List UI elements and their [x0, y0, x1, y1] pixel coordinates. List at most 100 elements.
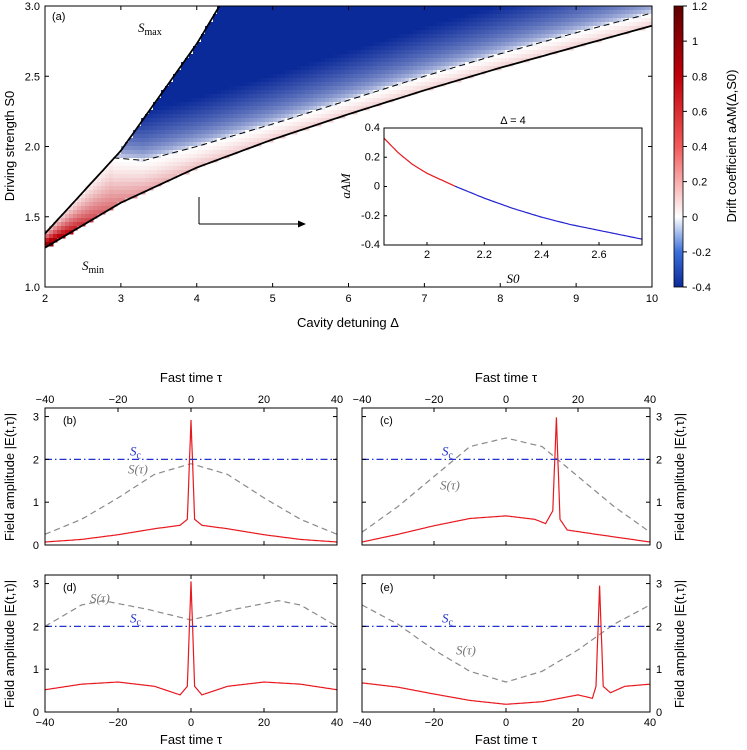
heatmap-cell [409, 50, 414, 55]
heatmap-cell [125, 190, 130, 195]
heatmap-cell [289, 6, 294, 11]
heatmap-cell [485, 58, 490, 63]
heatmap-cell [201, 82, 206, 87]
heatmap-cell [177, 82, 182, 87]
heatmap-cell [217, 114, 222, 119]
heatmap-cell [113, 190, 118, 195]
heatmap-cell [225, 110, 230, 115]
heatmap-cell [301, 58, 306, 63]
heatmap-cell [429, 62, 434, 67]
heatmap-cell [361, 54, 366, 59]
heatmap-cell [197, 102, 202, 107]
heatmap-cell [181, 86, 186, 91]
heatmap-cell [417, 6, 422, 11]
heatmap-cell [293, 6, 298, 11]
heatmap-cell [457, 70, 462, 75]
heatmap-cell [381, 66, 386, 71]
heatmap-cell [229, 138, 234, 143]
heatmap-cell [205, 114, 210, 119]
heatmap-cell [213, 78, 218, 83]
heatmap-cell [109, 182, 114, 187]
heatmap-cell [521, 18, 526, 23]
heatmap-cell [521, 22, 526, 27]
heatmap-cell [585, 10, 590, 15]
heatmap-cell [197, 78, 202, 83]
heatmap-cell [77, 202, 82, 207]
x-tick-label: 0 [188, 394, 194, 406]
heatmap-cell [257, 42, 262, 47]
heatmap-cell [117, 198, 122, 203]
heatmap-cell [265, 110, 270, 115]
heatmap-cell [465, 66, 470, 71]
heatmap-cell [565, 6, 570, 11]
s-tau-curve [45, 463, 337, 535]
heatmap-cell [217, 14, 222, 19]
heatmap-cell [309, 38, 314, 43]
heatmap-cell [649, 14, 652, 19]
heatmap-cell [449, 10, 454, 15]
heatmap-cell [601, 14, 606, 19]
heatmap-cell [345, 66, 350, 71]
heatmap-cell [333, 54, 338, 59]
heatmap-cell [61, 214, 66, 219]
heatmap-cell [573, 10, 578, 15]
smax-label: Smax [138, 20, 162, 38]
heatmap-cell [217, 146, 222, 151]
heatmap-cell [381, 38, 386, 43]
heatmap-cell [465, 30, 470, 35]
heatmap-cell [125, 194, 130, 199]
heatmap-cell [193, 106, 198, 111]
heatmap-cell [253, 42, 258, 47]
heatmap-cell [169, 134, 174, 139]
heatmap-cell [165, 98, 170, 103]
heatmap-cell [233, 90, 238, 95]
heatmap-cell [333, 10, 338, 15]
heatmap-cell [345, 78, 350, 83]
heatmap-cell [225, 38, 230, 43]
heatmap-cell [321, 50, 326, 55]
heatmap-cell [293, 114, 298, 119]
heatmap-cell [149, 118, 154, 123]
sc-label: Sc [130, 443, 142, 461]
heatmap-cell [237, 102, 242, 107]
heatmap-cell [457, 22, 462, 27]
heatmap-cell [333, 50, 338, 55]
heatmap-cell [109, 190, 114, 195]
heatmap-cell [233, 50, 238, 55]
heatmap-cell [137, 162, 142, 167]
heatmap-cell [237, 98, 242, 103]
heatmap-cell [153, 166, 158, 171]
heatmap-cell [265, 58, 270, 63]
heatmap-cell [381, 86, 386, 91]
heatmap-cell [249, 42, 254, 47]
heatmap-cell [345, 34, 350, 39]
y-tick-label: 1.0 [25, 282, 40, 294]
heatmap-cell [373, 58, 378, 63]
heatmap-cell [509, 10, 514, 15]
heatmap-cell [425, 14, 430, 19]
heatmap-cell [329, 46, 334, 51]
heatmap-cell [245, 114, 250, 119]
heatmap-cell [261, 22, 266, 27]
heatmap-cell [385, 6, 390, 11]
heatmap-cell [397, 70, 402, 75]
heatmap-cell [213, 26, 218, 31]
heatmap-cell [173, 166, 178, 171]
heatmap-cell [77, 206, 82, 211]
heatmap-cell [185, 94, 190, 99]
heatmap-cell [501, 10, 506, 15]
heatmap-cell [181, 98, 186, 103]
heatmap-cell [533, 54, 538, 59]
heatmap-cell [221, 122, 226, 127]
heatmap-cell [317, 46, 322, 51]
heatmap-cell [617, 6, 622, 11]
heatmap-cell [289, 42, 294, 47]
heatmap-cell [465, 58, 470, 63]
heatmap-cell [421, 38, 426, 43]
heatmap-cell [389, 94, 394, 99]
heatmap-cell [313, 78, 318, 83]
heatmap-cell [593, 6, 598, 11]
heatmap-cell [521, 14, 526, 19]
heatmap-cell [421, 58, 426, 63]
heatmap-cell [313, 106, 318, 111]
